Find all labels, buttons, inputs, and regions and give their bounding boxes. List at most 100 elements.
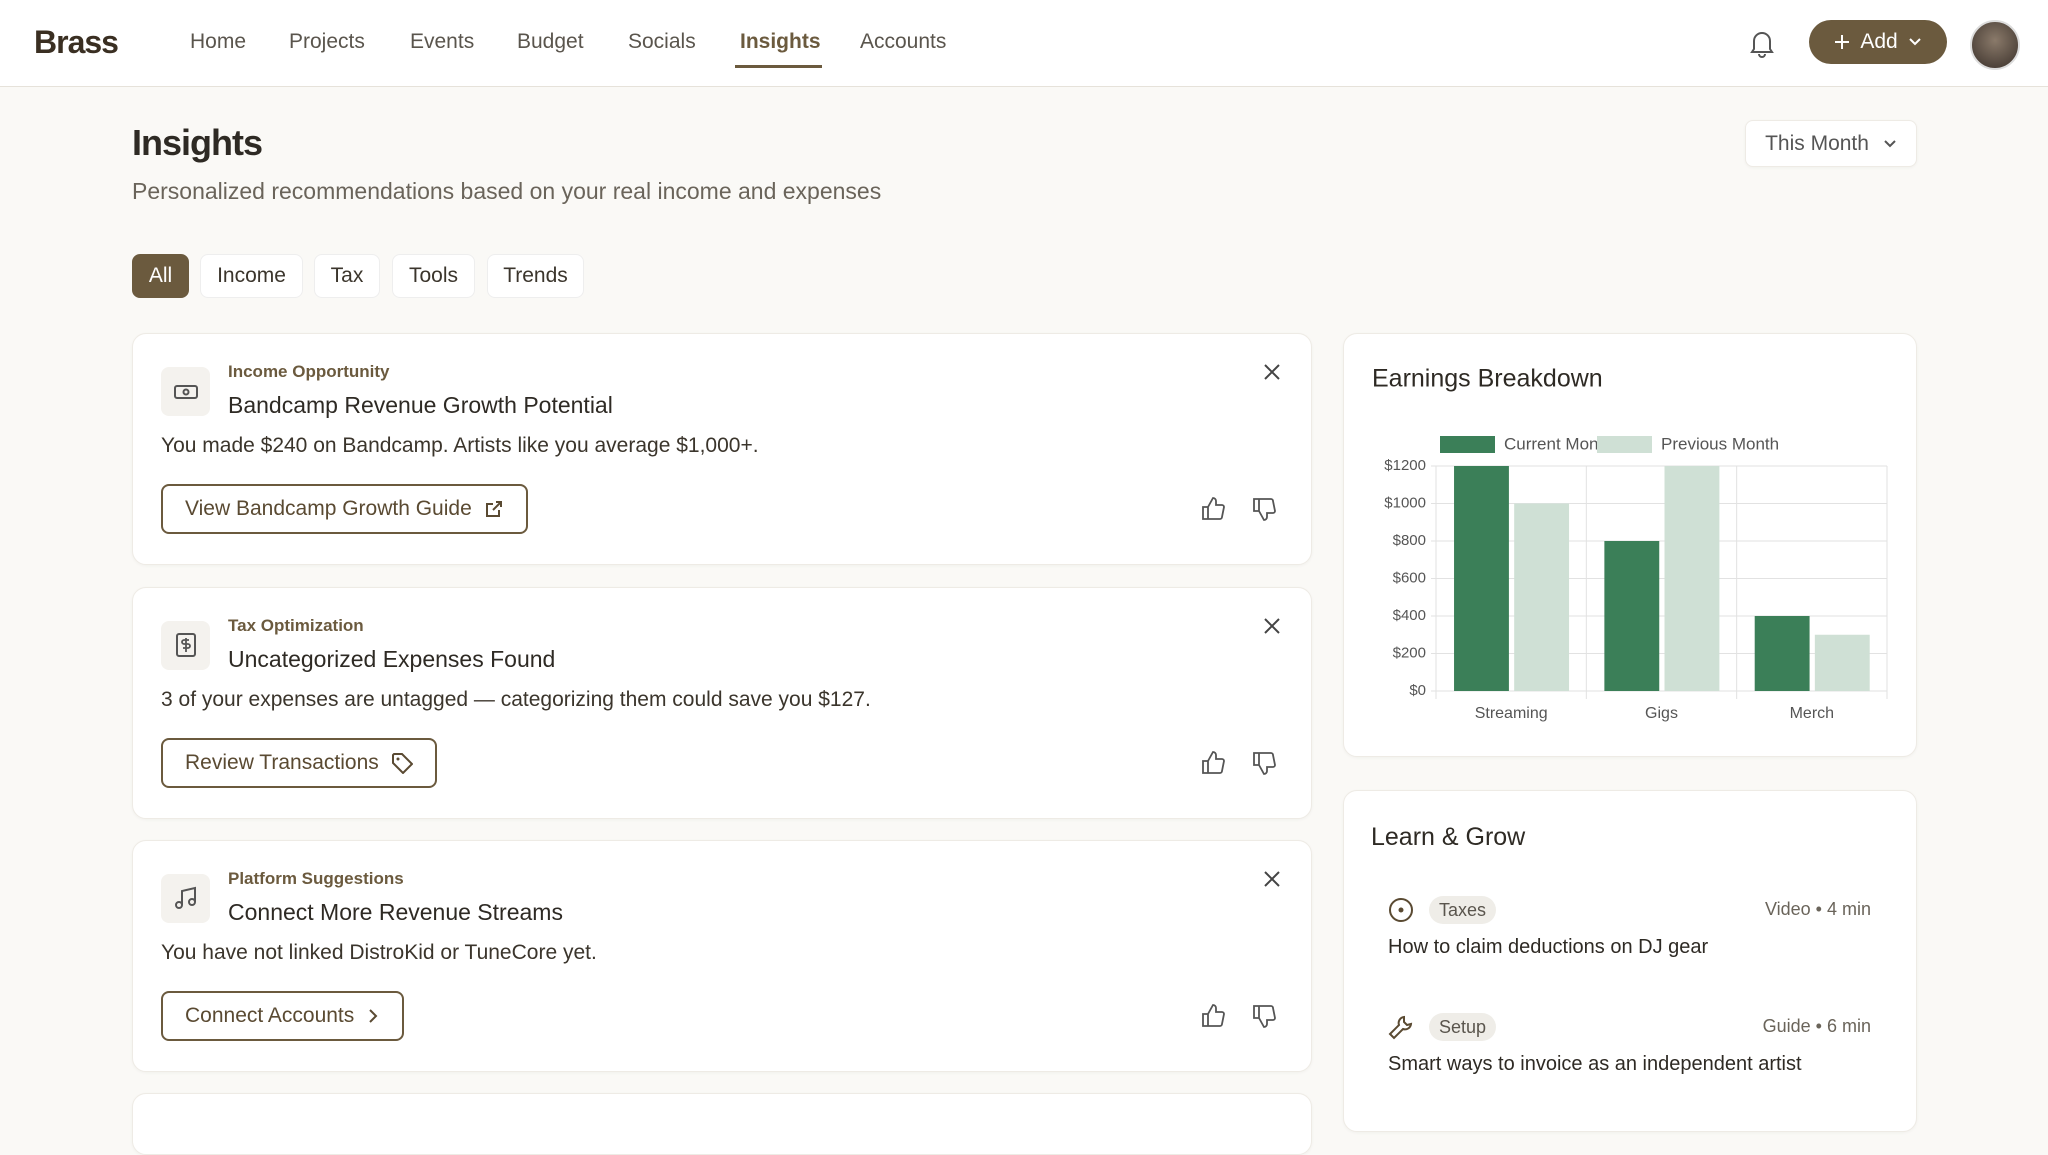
active-underline: [735, 65, 822, 68]
insight-card: [132, 1093, 1312, 1155]
close-button-part: [1264, 617, 1280, 634]
card-icon-part: [187, 897, 196, 906]
learn-tag: Taxes: [1429, 896, 1497, 924]
action-button[interactable]: View Bandcamp Growth Guide: [161, 484, 528, 534]
filter-pill[interactable]: Tax: [314, 254, 380, 298]
action-icon-part: [485, 501, 502, 517]
action-icon-part: [396, 757, 400, 760]
thumbs-up[interactable]: [1200, 750, 1226, 776]
card-icon: [161, 367, 210, 416]
thumbs-down-part: [1253, 1005, 1276, 1028]
action-icon-part: [369, 1009, 378, 1023]
legend-swatch: [1440, 436, 1495, 453]
filter-pill[interactable]: Income: [200, 254, 303, 298]
bar: [1514, 503, 1570, 691]
nav-item[interactable]: Insights: [740, 30, 821, 53]
nav-item[interactable]: Socials: [628, 30, 696, 53]
chevron: [1908, 38, 1921, 46]
close-button[interactable]: [1263, 363, 1281, 381]
card-title: Uncategorized Expenses Found: [228, 645, 556, 672]
logo[interactable]: Brass: [34, 24, 119, 60]
legend-label: Current Month: [1504, 434, 1613, 453]
nav-item[interactable]: Accounts: [860, 30, 947, 53]
period-dropdown[interactable]: This Month: [1745, 120, 1917, 167]
learn-icon-part: [1389, 898, 1413, 922]
thumbs-up[interactable]: [1200, 496, 1226, 522]
avatar[interactable]: [1970, 20, 2020, 70]
card-category: Tax Optimization: [228, 615, 364, 635]
nav-item[interactable]: Home: [190, 30, 247, 53]
action-button[interactable]: Connect Accounts: [161, 991, 405, 1041]
thumbs-down[interactable]: [1251, 1003, 1277, 1029]
x-tick-label: Streaming: [1475, 705, 1548, 722]
action-icon: [366, 1007, 380, 1025]
chart: Earnings Breakdown $0 $200 $400 $600 $800 $100…: [1372, 365, 1888, 722]
page-title: Insights: [132, 122, 263, 163]
nav-item[interactable]: Events: [410, 30, 475, 53]
add-button[interactable]: Add: [1809, 20, 1947, 64]
thumbs-up-part: [1202, 497, 1225, 520]
learn-icon: [1387, 896, 1415, 924]
close-button[interactable]: [1263, 617, 1281, 635]
learn-item[interactable]: Taxes Video • 4 min How to claim deduction…: [1344, 896, 1916, 986]
learn-meta: Video • 4 min: [1764, 899, 1871, 919]
action-icon-part: [391, 752, 413, 774]
thumbs-up-part: [1202, 497, 1225, 520]
card-icon-part: [182, 388, 189, 395]
thumbs-down-part: [1253, 751, 1276, 775]
close-button-part: [1264, 871, 1280, 887]
chevron: [1884, 139, 1896, 147]
bell-icon[interactable]: [1748, 28, 1776, 58]
filter-pill[interactable]: Trends: [487, 254, 584, 298]
card-text: 3 of your expenses are untagged — catego…: [161, 687, 871, 711]
filter-pill[interactable]: Tools: [392, 254, 475, 298]
insight-card: Platform Suggestions Connect More Revenue…: [132, 840, 1312, 1072]
card-icon: [161, 620, 210, 670]
period-label: This Month: [1765, 131, 1869, 155]
thumbs-up-part: [1202, 750, 1225, 774]
y-tick-label: $1200: [1384, 457, 1426, 474]
nav-item[interactable]: Budget: [517, 30, 584, 53]
learn-item[interactable]: Setup Guide • 6 min Smart ways to invoice …: [1344, 1013, 1916, 1103]
card-icon-part: [175, 633, 196, 657]
action-label: Connect Accounts: [185, 1004, 355, 1027]
y-tick-label: $600: [1393, 569, 1426, 586]
close-button-part: [1264, 364, 1280, 380]
thumbs-up-part: [1202, 1004, 1225, 1027]
nav-item[interactable]: Projects: [289, 30, 365, 53]
top-nav: Brass Add Home Projects Events Budget Social…: [0, 0, 2048, 87]
card-category: Platform Suggestions: [228, 869, 404, 888]
learn-meta: Guide • 6 min: [1762, 1016, 1871, 1036]
bar: [1754, 616, 1810, 691]
card-text: You made $240 on Bandcamp. Artists like …: [161, 434, 759, 457]
learn-icon-part: [1398, 907, 1404, 913]
insight-card: Tax Optimization Uncategorized Expenses F…: [132, 586, 1312, 819]
learn-icon-part: [1389, 898, 1413, 922]
action-button[interactable]: Review Transactions: [161, 737, 437, 788]
legend-swatch: [1597, 436, 1652, 453]
card-title: Bandcamp Revenue Growth Potential: [228, 392, 613, 418]
thumbs-down[interactable]: [1251, 750, 1277, 776]
thumbs-down-part: [1253, 498, 1276, 521]
card-icon-part: [173, 384, 198, 399]
chart-card: Earnings Breakdown $0 $200 $400 $600 $800 $100…: [1343, 333, 1917, 757]
action-icon: [391, 752, 413, 774]
card-icon: [161, 874, 210, 923]
thumbs-down-part: [1253, 498, 1276, 521]
thumbs-up-part: [1202, 1004, 1225, 1027]
card-icon-part: [180, 886, 196, 905]
close-button[interactable]: [1263, 870, 1281, 888]
thumbs-down[interactable]: [1251, 496, 1277, 522]
x-tick-label: Merch: [1790, 705, 1834, 722]
action-icon-part: [369, 1009, 378, 1023]
bar: [1814, 634, 1870, 691]
plus-icon: [1835, 35, 1850, 49]
filter-pill[interactable]: All: [132, 254, 189, 298]
y-tick-label: $800: [1393, 532, 1426, 549]
thumbs-up[interactable]: [1200, 1003, 1226, 1029]
close-button-part: [1264, 871, 1280, 887]
card-icon-part: [174, 900, 183, 909]
learn-title: How to claim deductions on DJ gear: [1388, 936, 1709, 958]
